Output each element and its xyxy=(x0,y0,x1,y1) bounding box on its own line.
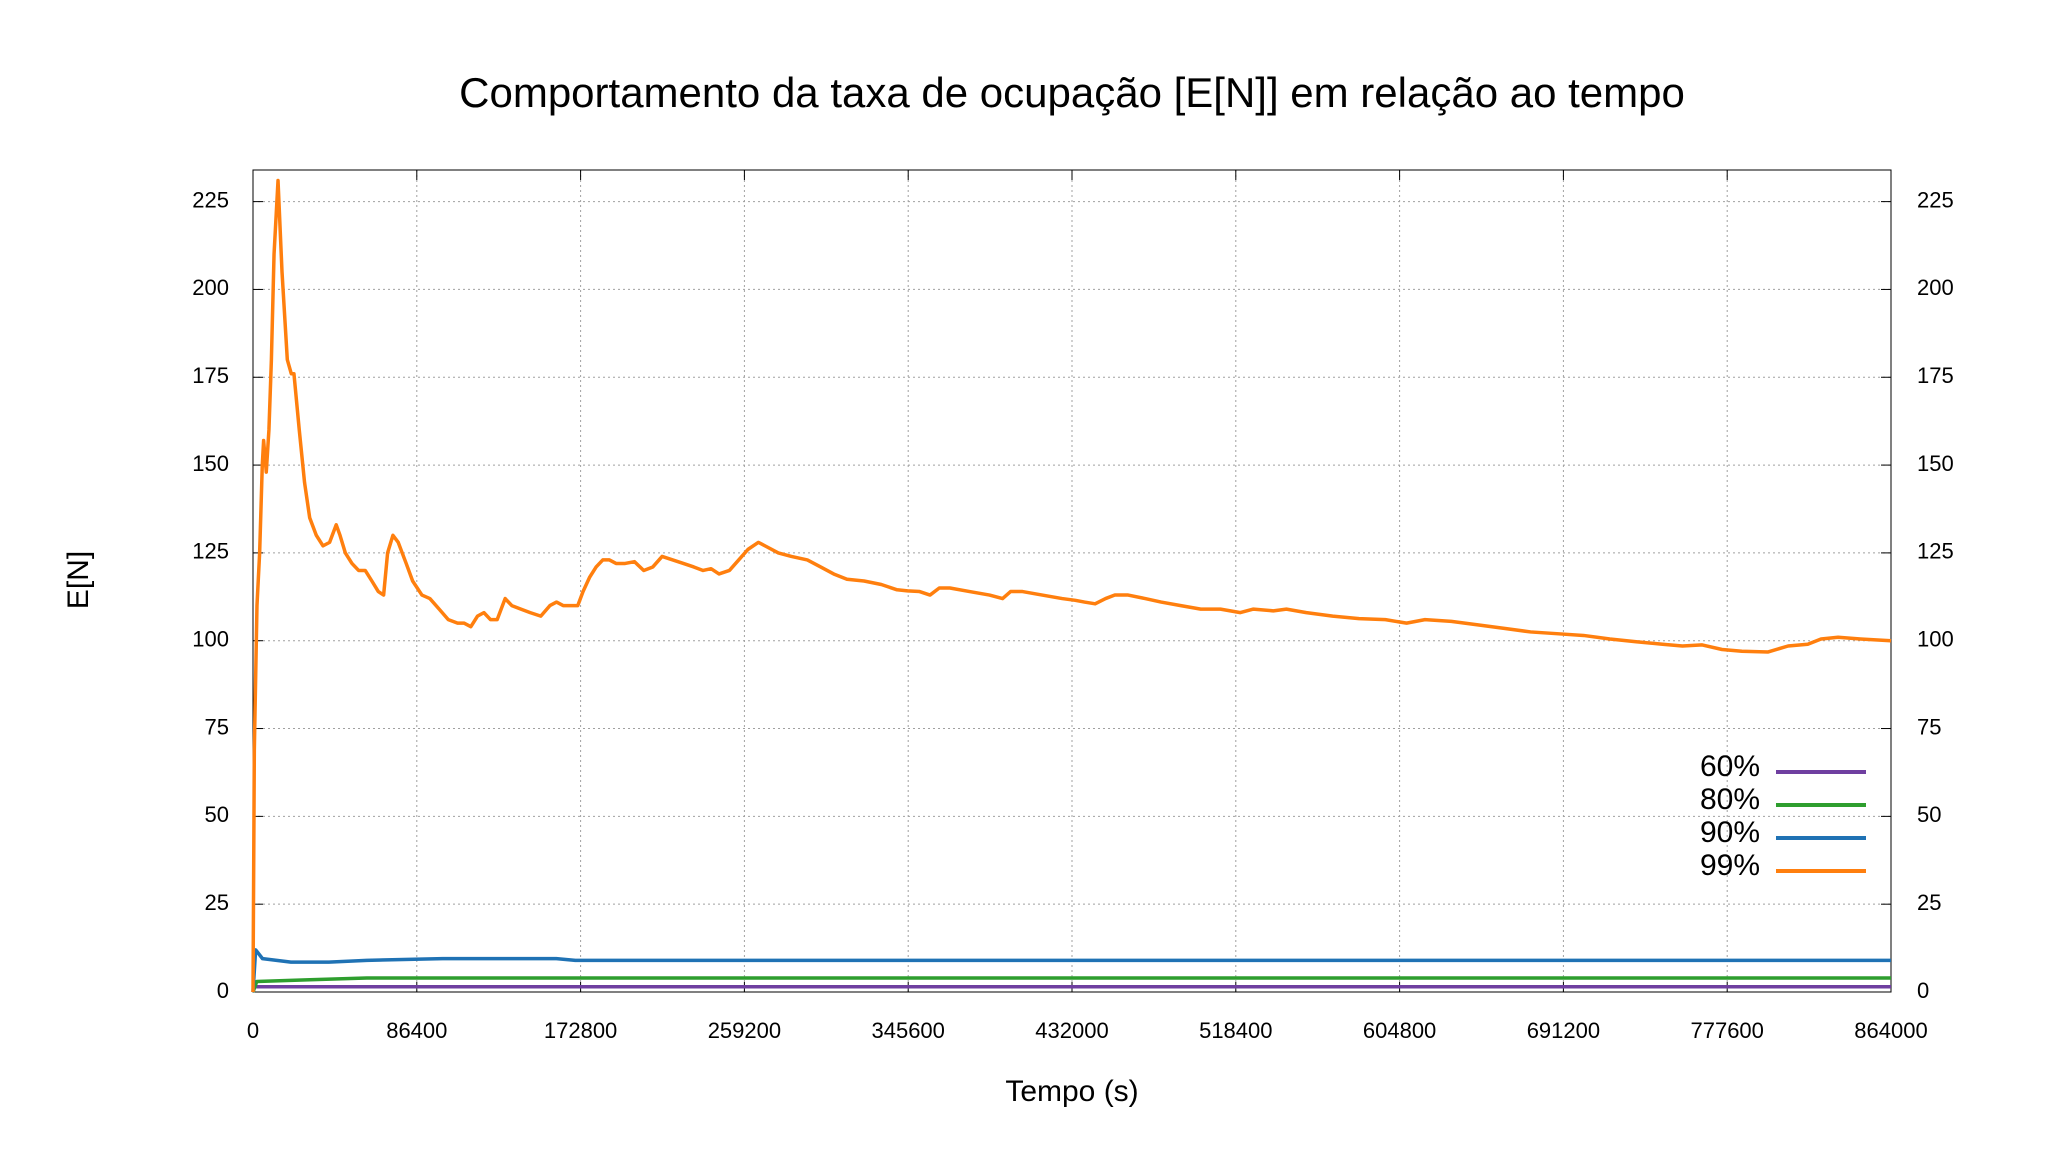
y2-tick-label: 100 xyxy=(1917,627,1954,652)
series-line xyxy=(251,178,1892,993)
y-tick-label: 225 xyxy=(192,187,229,212)
x-tick-label: 604800 xyxy=(1363,1018,1436,1043)
legend-label: 80% xyxy=(1700,783,1760,816)
y-tick-label: 25 xyxy=(205,890,229,915)
y-axis-label: E[N] xyxy=(62,551,95,609)
y-tick-label: 175 xyxy=(192,363,229,388)
chart-title: Comportamento da taxa de ocupação [E[N]]… xyxy=(459,69,1685,116)
y2-tick-label: 0 xyxy=(1917,978,1929,1003)
x-tick-label: 172800 xyxy=(544,1018,617,1043)
x-tick-label: 518400 xyxy=(1199,1018,1272,1043)
series-line xyxy=(251,976,1891,993)
y2-tick-label: 150 xyxy=(1917,451,1954,476)
y-tick-label: 125 xyxy=(192,539,229,564)
x-tick-label: 864000 xyxy=(1854,1018,1927,1043)
y2-tick-label: 175 xyxy=(1917,363,1954,388)
y-tick-label: 200 xyxy=(192,275,229,300)
y2-tick-label: 225 xyxy=(1917,187,1954,212)
x-tick-label: 777600 xyxy=(1690,1018,1763,1043)
legend-label: 90% xyxy=(1700,816,1760,849)
y2-tick-label: 75 xyxy=(1917,714,1941,739)
y-tick-label: 0 xyxy=(217,978,229,1003)
y-tick-label: 75 xyxy=(205,714,229,739)
x-tick-label: 691200 xyxy=(1527,1018,1600,1043)
y2-tick-label: 200 xyxy=(1917,275,1954,300)
x-tick-label: 86400 xyxy=(386,1018,447,1043)
y-tick-label: 150 xyxy=(192,451,229,476)
x-tick-label: 432000 xyxy=(1035,1018,1108,1043)
y2-tick-label: 125 xyxy=(1917,539,1954,564)
y2-tick-label: 50 xyxy=(1917,802,1941,827)
legend-label: 99% xyxy=(1700,849,1760,882)
x-axis-label: Tempo (s) xyxy=(1005,1075,1138,1108)
y-tick-label: 100 xyxy=(192,627,229,652)
legend-label: 60% xyxy=(1700,750,1760,783)
y-tick-label: 50 xyxy=(205,802,229,827)
x-tick-label: 259200 xyxy=(708,1018,781,1043)
y2-tick-label: 25 xyxy=(1917,890,1941,915)
x-tick-label: 345600 xyxy=(871,1018,944,1043)
series-line xyxy=(251,948,1891,993)
x-tick-label: 0 xyxy=(247,1018,259,1043)
plot-frame xyxy=(252,169,1892,993)
